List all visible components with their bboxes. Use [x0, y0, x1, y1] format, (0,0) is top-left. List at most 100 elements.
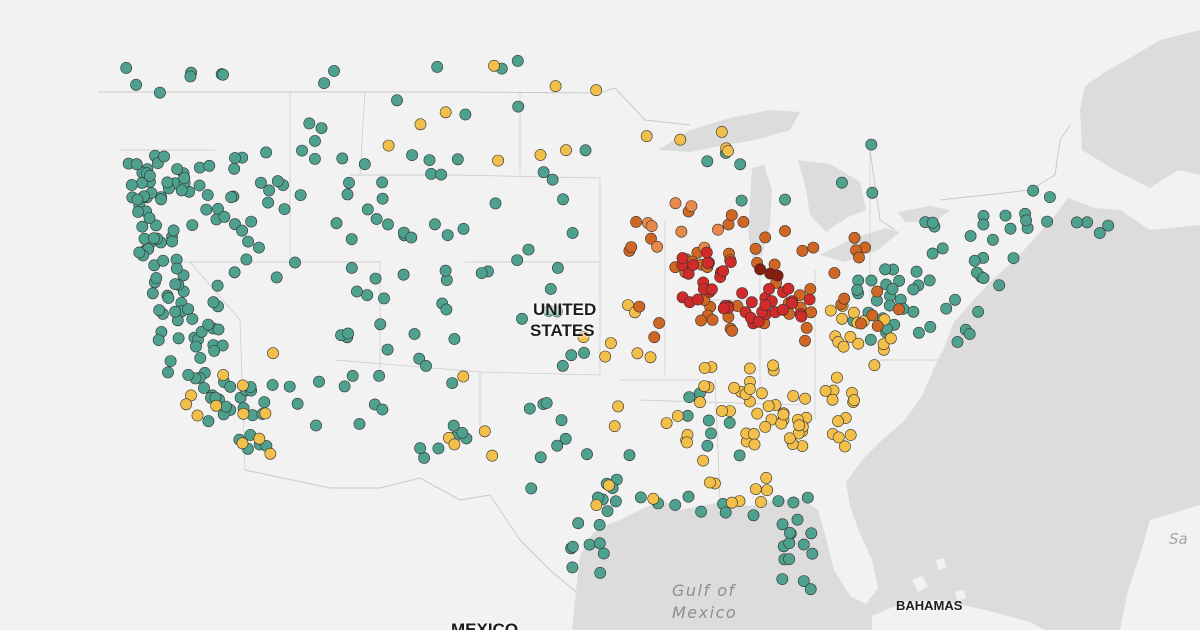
station-point-low[interactable]: [200, 203, 213, 216]
station-point-moderate[interactable]: [796, 440, 809, 452]
station-point-low[interactable]: [1102, 219, 1115, 232]
station-point-moderate[interactable]: [783, 432, 796, 445]
station-point-low[interactable]: [683, 391, 696, 403]
station-point-low[interactable]: [735, 194, 748, 207]
station-point-high[interactable]: [794, 289, 806, 301]
station-point-low[interactable]: [593, 519, 606, 531]
station-point-low[interactable]: [733, 449, 746, 462]
station-point-low[interactable]: [229, 152, 241, 164]
station-point-moderate[interactable]: [787, 390, 800, 402]
station-point-low[interactable]: [193, 179, 206, 192]
station-point-low[interactable]: [278, 203, 291, 215]
station-point-low[interactable]: [166, 235, 178, 248]
station-point-moderate[interactable]: [647, 492, 660, 505]
station-point-low[interactable]: [242, 235, 254, 248]
station-point-low[interactable]: [448, 333, 461, 345]
station-point-low[interactable]: [804, 583, 817, 596]
station-point-low[interactable]: [993, 279, 1006, 292]
station-point-high[interactable]: [625, 241, 638, 253]
station-point-low[interactable]: [581, 448, 593, 461]
station-point-low[interactable]: [330, 217, 343, 230]
station-point-moderate[interactable]: [885, 332, 897, 345]
station-point-low[interactable]: [565, 349, 578, 362]
station-point-low[interactable]: [414, 442, 426, 455]
station-point-low[interactable]: [370, 213, 383, 225]
station-point-low[interactable]: [202, 318, 215, 331]
station-point-low[interactable]: [926, 216, 939, 229]
station-point-low[interactable]: [150, 219, 162, 232]
station-point-low[interactable]: [131, 193, 144, 206]
station-point-low[interactable]: [805, 527, 818, 540]
station-point-low[interactable]: [701, 439, 714, 452]
station-point-low[interactable]: [701, 155, 714, 168]
station-point-low[interactable]: [968, 254, 981, 267]
station-point-low[interactable]: [949, 293, 961, 306]
station-point-low[interactable]: [397, 268, 410, 281]
station-point-low[interactable]: [610, 495, 622, 508]
station-point-low[interactable]: [374, 318, 387, 331]
station-point-low[interactable]: [475, 267, 488, 279]
station-point-low[interactable]: [361, 203, 374, 216]
station-point-moderate[interactable]: [751, 407, 764, 420]
station-point-very-high[interactable]: [676, 252, 689, 264]
station-point-moderate[interactable]: [488, 59, 500, 72]
station-point-low[interactable]: [597, 547, 610, 560]
station-point-high[interactable]: [855, 317, 867, 330]
station-point-high[interactable]: [853, 251, 865, 264]
station-point-moderate[interactable]: [836, 312, 848, 325]
station-point-low[interactable]: [963, 328, 976, 340]
station-point-high[interactable]: [804, 283, 817, 295]
station-point-low[interactable]: [924, 320, 937, 333]
station-point-moderate[interactable]: [694, 396, 706, 409]
station-point-moderate[interactable]: [191, 409, 204, 422]
station-point-low[interactable]: [879, 263, 891, 276]
station-point-moderate[interactable]: [848, 306, 860, 319]
station-point-low[interactable]: [682, 490, 695, 503]
station-point-low[interactable]: [208, 344, 221, 357]
station-point-low[interactable]: [578, 346, 590, 359]
station-point-low[interactable]: [977, 272, 990, 284]
station-point-low[interactable]: [866, 186, 879, 199]
station-point-moderate[interactable]: [743, 362, 756, 375]
station-point-low[interactable]: [258, 396, 271, 409]
station-point-low[interactable]: [836, 176, 848, 189]
station-point-low[interactable]: [567, 540, 579, 553]
station-point-very-high[interactable]: [759, 298, 772, 311]
station-point-low[interactable]: [801, 491, 814, 504]
station-point-low[interactable]: [309, 135, 321, 147]
station-point-moderate[interactable]: [761, 484, 773, 496]
station-point-low[interactable]: [420, 359, 432, 372]
station-point-very-high[interactable]: [782, 282, 795, 295]
station-point-moderate[interactable]: [748, 438, 761, 451]
station-point-moderate[interactable]: [577, 331, 590, 343]
station-point-high[interactable]: [828, 267, 841, 279]
station-point-low[interactable]: [987, 233, 999, 246]
station-point-moderate[interactable]: [590, 499, 603, 511]
station-point-very-high[interactable]: [706, 283, 718, 296]
station-point-low[interactable]: [346, 369, 359, 382]
station-point-moderate[interactable]: [824, 304, 837, 317]
station-point-low[interactable]: [907, 283, 920, 296]
station-point-high[interactable]: [871, 285, 883, 298]
station-point-low[interactable]: [787, 496, 800, 509]
station-point-low[interactable]: [262, 196, 274, 209]
station-point-low[interactable]: [546, 173, 559, 186]
station-point-low[interactable]: [451, 153, 464, 166]
station-point-low[interactable]: [886, 282, 899, 295]
station-point-low[interactable]: [910, 265, 923, 278]
station-point-low[interactable]: [456, 426, 469, 439]
station-point-high[interactable]: [630, 215, 642, 228]
station-point-low[interactable]: [457, 222, 470, 235]
station-point-high[interactable]: [796, 244, 809, 257]
station-point-low[interactable]: [358, 158, 371, 171]
station-point-high[interactable]: [737, 215, 750, 228]
station-point-low[interactable]: [537, 166, 550, 179]
station-point-low[interactable]: [132, 205, 144, 218]
station-point-moderate[interactable]: [826, 393, 839, 406]
station-point-low[interactable]: [376, 403, 389, 416]
station-point-low[interactable]: [228, 266, 241, 279]
station-point-low[interactable]: [583, 538, 596, 551]
station-point-low[interactable]: [162, 366, 174, 379]
station-point-low[interactable]: [313, 375, 325, 388]
station-point-moderate[interactable]: [605, 337, 617, 349]
